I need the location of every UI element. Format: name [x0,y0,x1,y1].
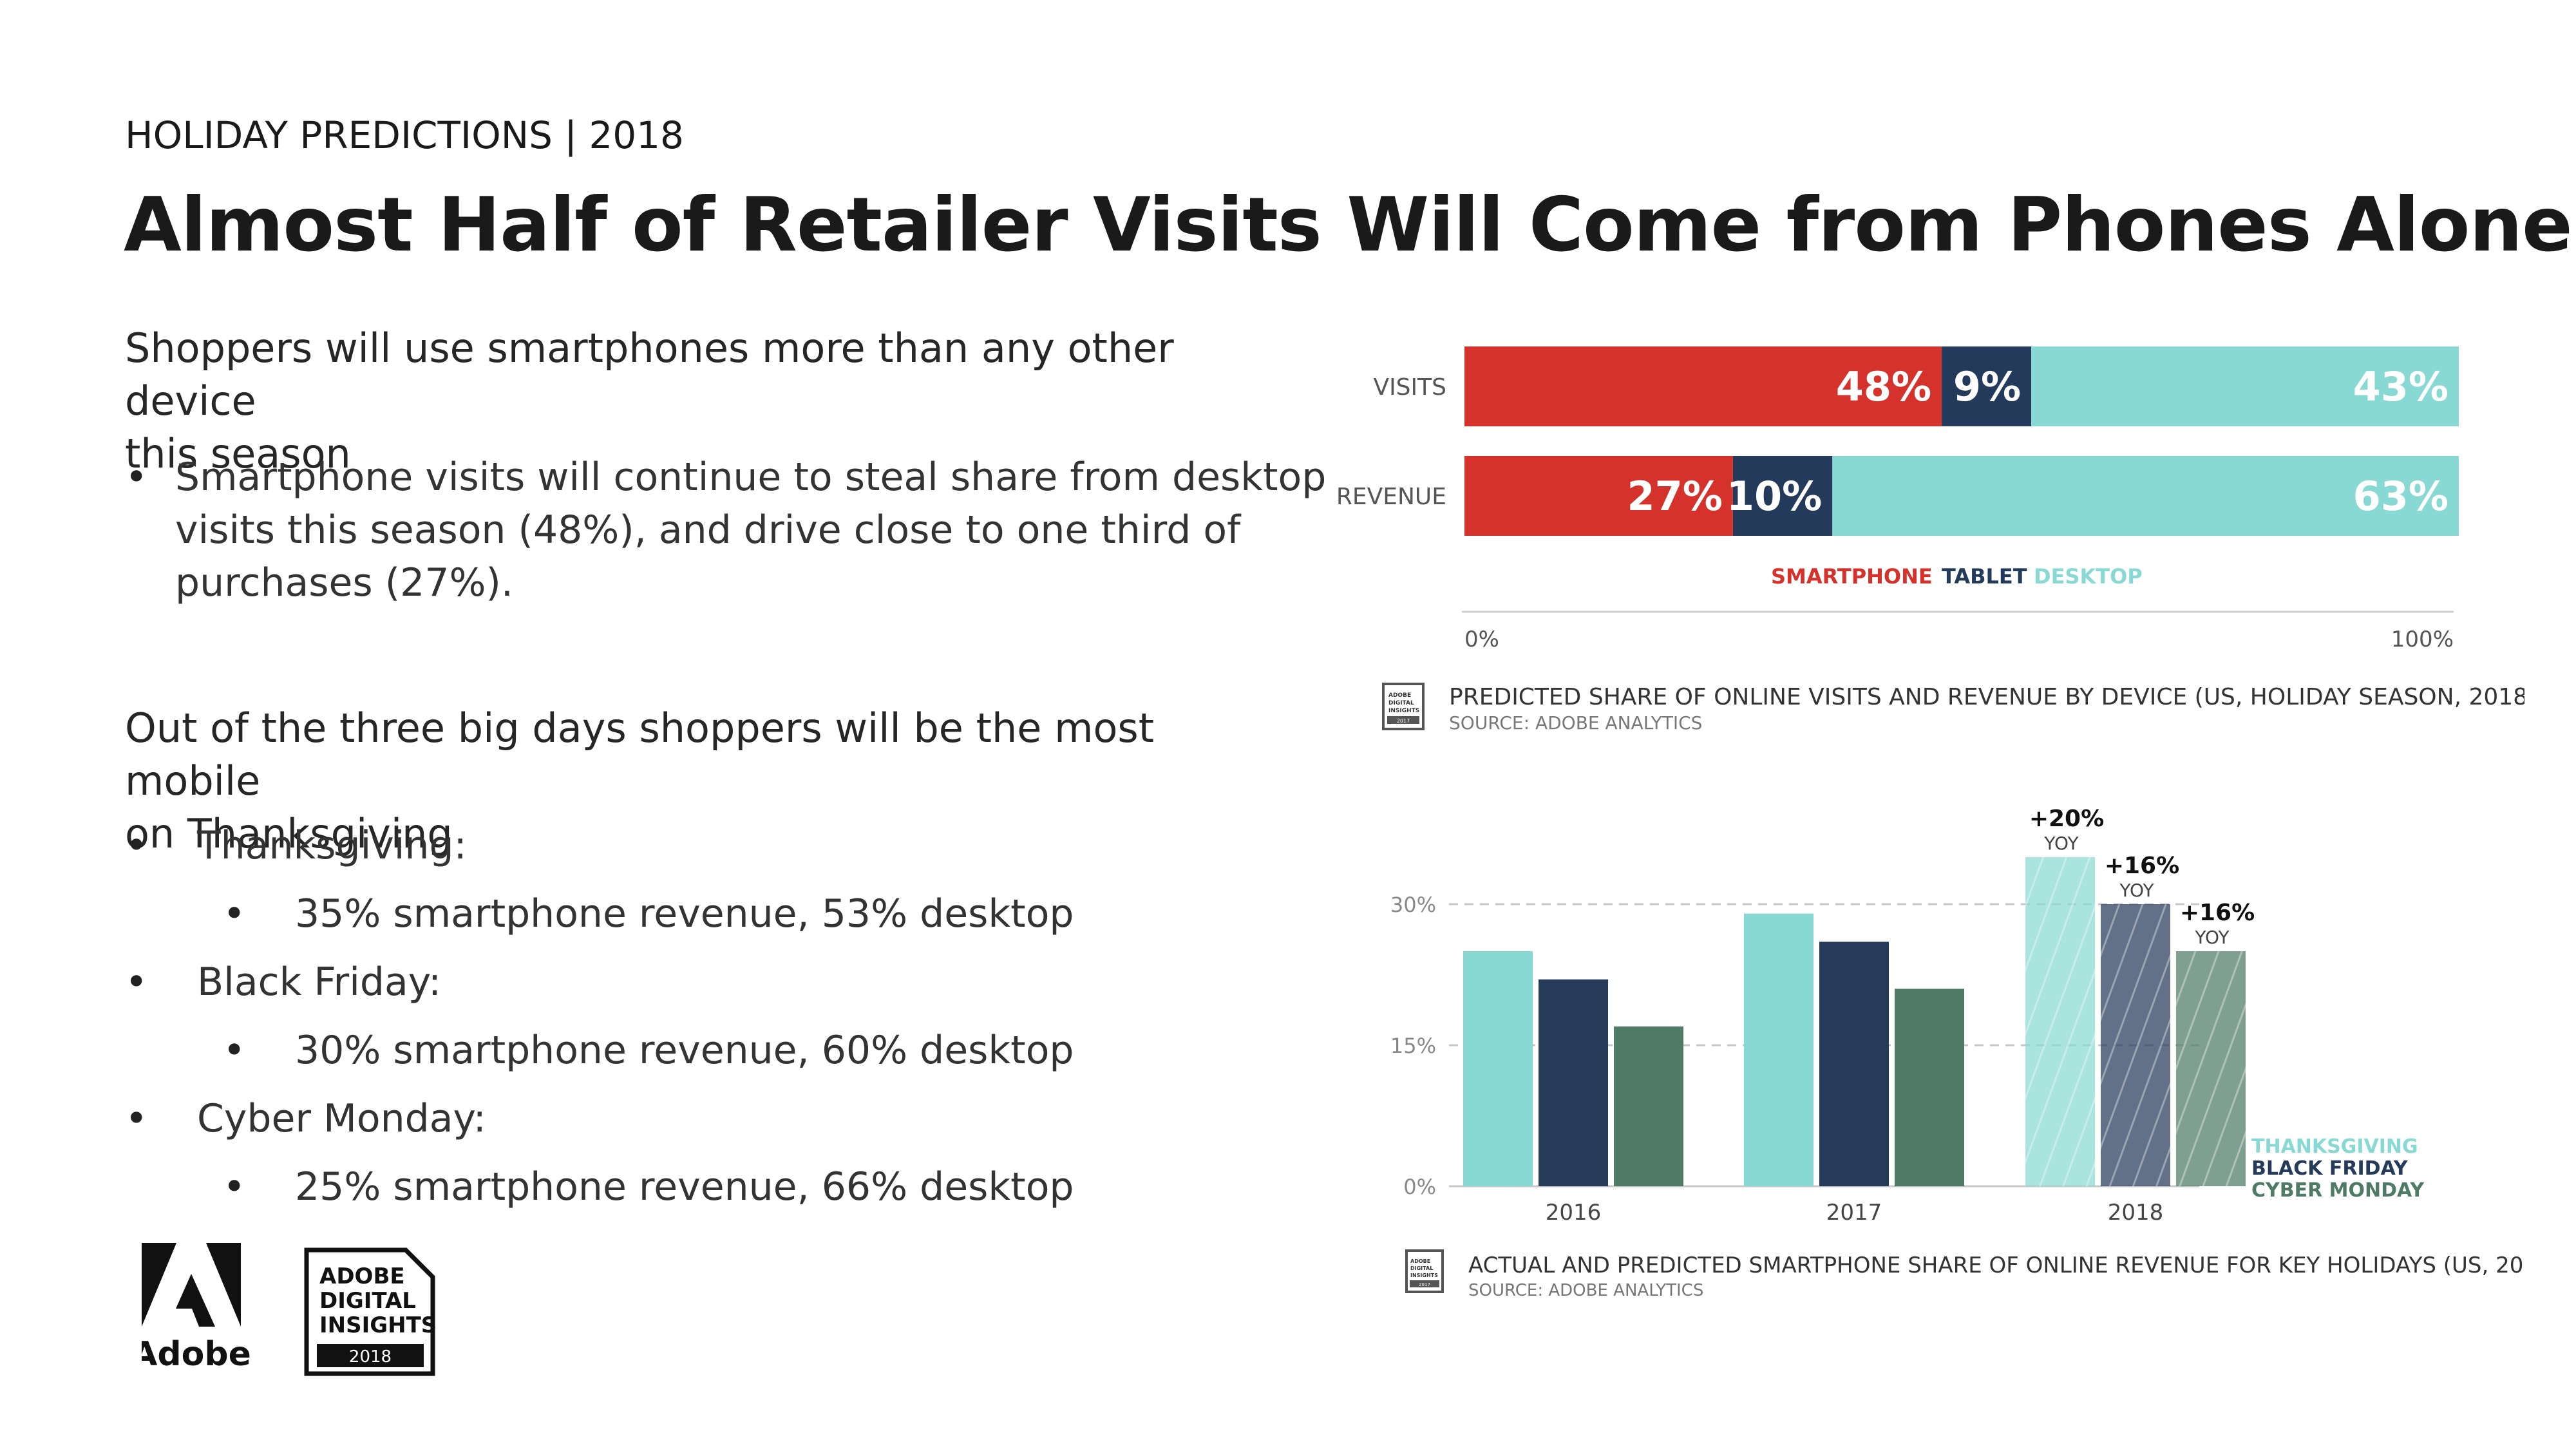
day-label: Black Friday: [197,960,442,1005]
adi-logo-year: 2018 [349,1347,392,1367]
bar-black-friday-2016 [1539,979,1608,1186]
adi-mini-logo-line: INSIGHTS [1410,1273,1438,1278]
adobe-logo-center-shape [176,1274,215,1327]
yoy-annotation-value: +16% [2180,900,2255,926]
page-title: Almost Half of Retailer Visits Will Come… [124,182,2573,269]
data-label: 43% [2353,363,2448,410]
yoy-annotation-unit: YOY [2043,833,2079,854]
y-tick-label: 15% [1390,1034,1436,1058]
bar-tablet-revenue [1732,456,1833,536]
bullet-line: purchases (27%). [175,560,513,605]
subheading-big-days: Out of the three big days shoppers will … [125,702,1233,860]
bullet-icon: • [223,891,246,936]
adi-mini-logo-line: DIGITAL [1388,700,1414,706]
adi-logo-year-band [317,1344,424,1367]
adi-logo-line: INSIGHTS [319,1312,437,1338]
adi-mini-logo-line: ADOBE [1388,692,1411,699]
day-detail: 30% smartphone revenue, 60% desktop [295,1028,1074,1073]
bar-smartphone-revenue [1464,456,1733,536]
day-label: Thanksgiving: [197,823,467,868]
x-tick-label: 2018 [2108,1200,2164,1226]
chart-caption-text: ACTUAL AND PREDICTED SMARTPHONE SHARE OF… [1468,1253,2524,1278]
yoy-annotation-unit: YOY [2119,880,2154,901]
chart-caption: ADOBE DIGITAL INSIGHTS 2017 PREDICTED SH… [1382,683,2524,734]
adi-mini-logo-band [1410,1280,1439,1287]
bullet-line: visits this season (48%), and drive clos… [175,507,1241,553]
adi-mini-logo-line: DIGITAL [1410,1265,1433,1271]
chart-caption: ADOBE DIGITAL INSIGHTS 2017 ACTUAL AND P… [1405,1249,2524,1300]
adi-logo-line: ADOBE [319,1264,405,1289]
adobe-logo: Adobe [142,1243,251,1374]
bullet-line: Smartphone visits will continue to steal… [175,455,1327,500]
adi-mini-logo-line: INSIGHTS [1388,708,1419,714]
bar-hatch-thanksgiving-2018 [2025,857,2095,1186]
data-label: 48% [1836,363,1931,410]
chart-source: SOURCE: ADOBE ANALYTICS [1449,712,1702,734]
bar-black-friday-2017 [1819,942,1889,1186]
subheading-devices: Shoppers will use smartphones more than … [125,322,1233,480]
bullet-icon: • [223,1164,246,1209]
bar-smartphone-visits [1464,346,1942,426]
holiday-revenue-chart: 0%15%30% +20%YOY+16%YOY+16%YOY 2016 2017 2… [1390,806,2524,1300]
adi-logo: ADOBE DIGITAL INSIGHTS 2018 [304,1247,437,1376]
data-label: 27% [1627,473,1722,520]
bullet-icon: • [125,960,148,1005]
chart-caption-text: PREDICTED SHARE OF ONLINE VISITS AND REV… [1449,684,2524,710]
adobe-logo-word: Adobe [142,1335,251,1374]
big-days-list: • Thanksgiving: • 35% smartphone revenue… [125,819,1233,1218]
bar-cyber-monday-2016 [1614,1026,1683,1186]
adi-mini-logo-band [1387,716,1419,724]
bullet-icon: • [125,1096,148,1141]
yoy-annotation-value: +20% [2029,806,2104,832]
eyebrow: HOLIDAY PREDICTIONS | 2018 [125,113,684,157]
chart-source: SOURCE: ADOBE ANALYTICS [1468,1281,1703,1300]
yoy-annotation-value: +16% [2105,853,2179,879]
legend-item: TABLET [1942,564,2027,589]
yoy-annotation-unit: YOY [2194,927,2230,948]
category-label: REVENUE [1336,484,1446,510]
legend-item: DESKTOP [2034,564,2143,589]
bullet-icon: • [223,1028,246,1073]
adi-mini-logo-year: 2017 [1397,718,1410,724]
bar-thanksgiving-2016 [1463,951,1533,1186]
subheading-line: Shoppers will use smartphones more than … [125,325,1174,424]
bullet-icon: • [125,823,148,868]
day-label: Cyber Monday: [197,1096,486,1141]
day-detail: 35% smartphone revenue, 53% desktop [295,891,1074,936]
bar-desktop-revenue [1832,456,2459,536]
x-tick-label: 0% [1464,627,1499,652]
legend-item: SMARTPHONE [1771,564,1933,589]
subheading-line: on Thanksgiving [125,810,453,857]
subheading-line: Out of the three big days shoppers will … [125,705,1155,804]
bar-thanksgiving-2017 [1744,913,1814,1186]
x-tick-label: 2017 [1826,1200,1882,1226]
adi-logo-line: DIGITAL [319,1288,416,1314]
bar-hatch-black-friday-2018 [2101,904,2170,1186]
legend-item: BLACK FRIDAY [2251,1157,2409,1180]
legend-item: CYBER MONDAY [2251,1179,2425,1202]
data-label: 10% [1727,473,1822,520]
bullet-icon: • [125,455,148,500]
subheading-line: this season [125,430,351,477]
y-tick-label: 30% [1390,893,1436,917]
x-tick-label: 2016 [1546,1200,1602,1226]
device-share-chart: VISITS 48% 9% 43% REVENUE 27% 10% 63% SMARTPHON… [1336,346,2524,734]
legend-item: THANKSGIVING [2251,1135,2418,1158]
bullet-smartphone-share: • Smartphone visits will continue to ste… [125,451,1326,618]
data-label: 63% [2353,473,2448,520]
data-label: 9% [1953,363,2021,410]
bar-hatch-cyber-monday-2018 [2176,951,2246,1186]
adobe-logo-left-shape [142,1243,176,1327]
day-detail: 25% smartphone revenue, 66% desktop [295,1164,1074,1209]
bar-desktop-visits [2031,346,2459,426]
x-tick-label: 100% [2391,627,2454,652]
category-label: VISITS [1373,374,1446,401]
bar-tablet-visits [1942,346,2032,426]
adobe-logo-right-shape [206,1243,241,1327]
adi-mini-logo-year: 2017 [1419,1282,1430,1287]
bar-cyber-monday-2017 [1895,989,1964,1186]
adi-logo-frame [304,1247,435,1376]
y-tick-label: 0% [1403,1175,1436,1199]
adi-mini-logo-line: ADOBE [1410,1258,1430,1264]
